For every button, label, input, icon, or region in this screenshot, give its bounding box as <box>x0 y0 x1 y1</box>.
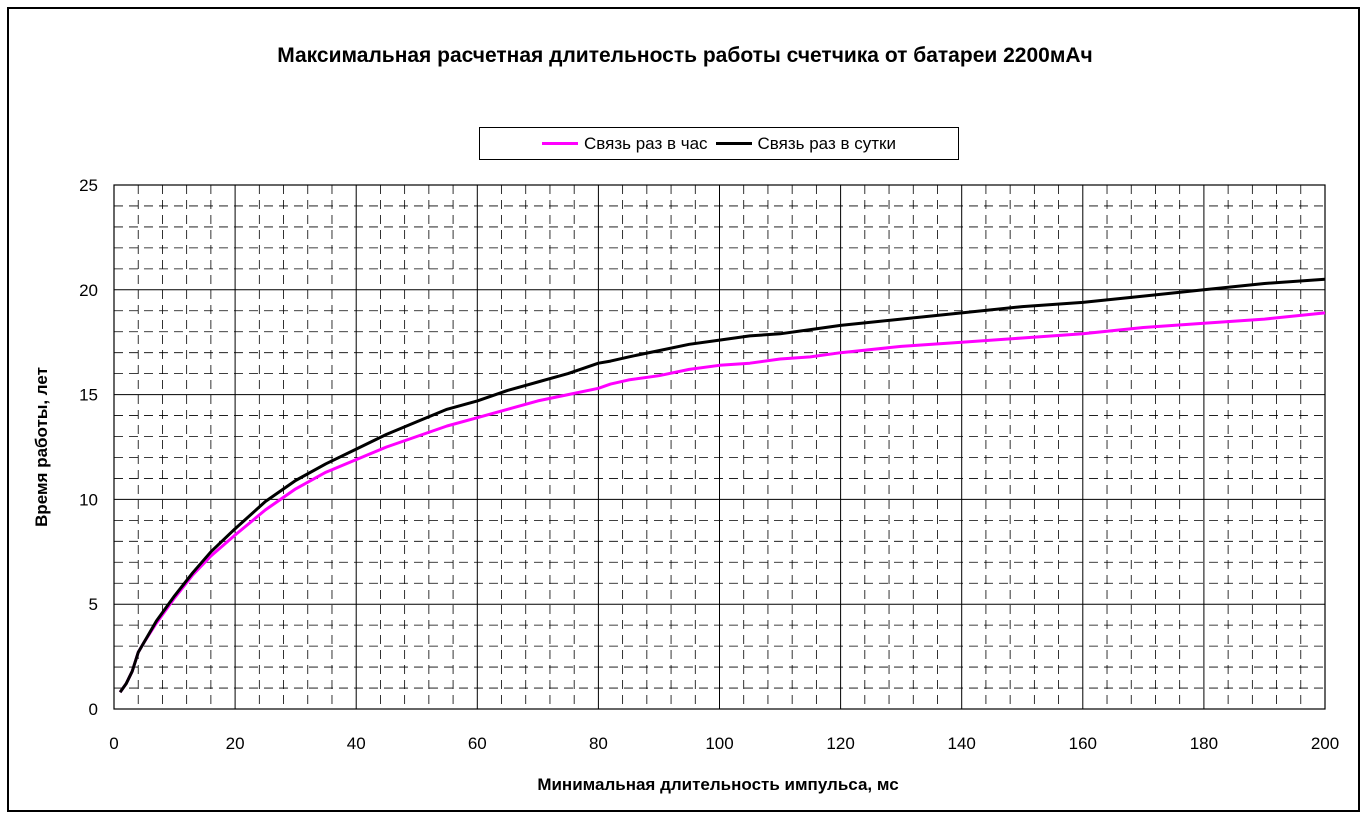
y-tick-label: 20 <box>79 281 98 300</box>
x-tick-label: 20 <box>226 734 245 753</box>
x-tick-label: 160 <box>1069 734 1097 753</box>
plot-area-border <box>113 184 1326 710</box>
y-tick-label: 10 <box>79 490 98 509</box>
grid <box>113 184 1326 710</box>
legend-swatch-daily <box>715 142 752 145</box>
x-tick-label: 40 <box>347 734 366 753</box>
x-tick-label: 0 <box>109 734 118 753</box>
y-tick-label: 0 <box>89 700 98 719</box>
series-line-daily <box>118 277 1326 694</box>
y-tick-label: 15 <box>79 386 98 405</box>
legend: Связь раз в час Связь раз в сутки <box>479 127 959 160</box>
legend-swatch-hourly <box>542 142 579 145</box>
series-line-hourly <box>118 311 1326 694</box>
x-tick-label: 100 <box>705 734 733 753</box>
x-tick-label: 80 <box>589 734 608 753</box>
x-tick-label: 200 <box>1311 734 1339 753</box>
legend-item-hourly: Связь раз в час <box>542 134 708 154</box>
legend-label-hourly: Связь раз в час <box>584 133 708 153</box>
y-tick-label: 5 <box>89 595 98 614</box>
x-tick-label: 180 <box>1190 734 1218 753</box>
legend-item-daily: Связь раз в сутки <box>715 133 896 154</box>
chart-title: Максимальная расчетная длительность рабо… <box>277 44 1093 67</box>
series-lines <box>118 277 1326 694</box>
y-tick-label: 25 <box>79 176 98 195</box>
x-tick-label: 60 <box>468 734 487 753</box>
x-axis-title: Минимальная длительность импульса, мс <box>537 775 898 794</box>
x-tick-label: 120 <box>826 734 854 753</box>
legend-label-daily: Связь раз в сутки <box>757 133 896 153</box>
x-tick-label: 140 <box>948 734 976 753</box>
tick-labels: 0 20 40 60 80 100 120 140 160 180 200 0 5 10 15 20 25 <box>79 176 1339 753</box>
y-axis-title: Время работы, лет <box>32 367 51 527</box>
